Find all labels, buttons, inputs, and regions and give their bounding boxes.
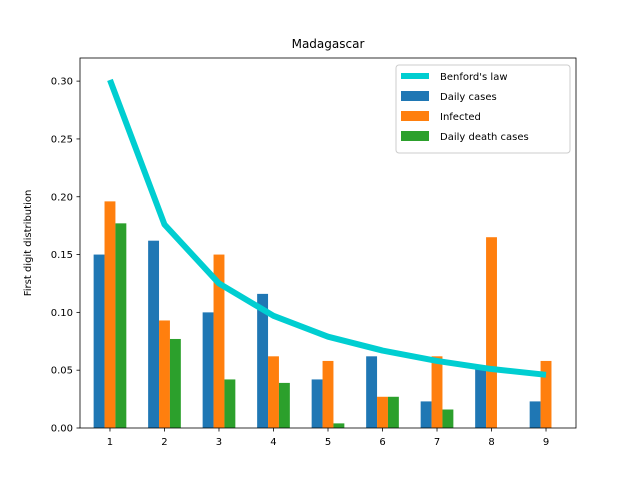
bar-infected-9 [540,360,552,428]
bar-daily-death-cases-1 [115,223,127,428]
x-tick-label-5: 5 [325,437,331,448]
bar-daily-cases-8 [475,365,487,428]
bar-daily-cases-6 [366,356,378,428]
legend-swatch-daily-cases [401,91,429,101]
bar-daily-cases-2 [148,240,160,428]
legend-label-infected: Infected [440,112,481,123]
x-tick-label-9: 9 [543,437,549,448]
x-tick-label-4: 4 [270,437,276,448]
bar-infected-2 [159,320,170,428]
y-tick-label-0.10: 0.10 [51,308,73,319]
legend-label-daily-cases: Daily cases [440,92,497,103]
bar-daily-cases-3 [202,312,214,428]
x-tick-label-1: 1 [107,437,113,448]
bars-group [93,201,552,428]
legend-box [395,64,571,154]
bar-daily-death-cases-4 [278,382,290,428]
x-tick-label-6: 6 [379,437,385,448]
bar-daily-cases-9 [529,401,541,428]
benford-line-group [107,78,547,378]
bar-infected-1 [104,201,116,428]
legend-swatch-infected [401,111,429,121]
bar-daily-death-cases-5 [333,423,345,428]
legend-swatch-daily-death-cases [401,131,429,141]
legend-label-daily-death-cases: Daily death cases [440,132,529,143]
x-tick-label-8: 8 [488,437,494,448]
y-tick-label-0.05: 0.05 [51,366,73,377]
bar-infected-8 [486,237,497,428]
bar-infected-5 [322,360,334,428]
bar-infected-6 [377,396,388,428]
bar-infected-3 [213,254,225,428]
bar-daily-death-cases-3 [224,379,236,428]
y-axis-label: First digit distribution [23,190,34,297]
legend-label-benford-s-law: Benford's law [440,72,508,83]
bar-daily-death-cases-6 [387,396,399,428]
y-tick-label-0.20: 0.20 [51,192,73,203]
chart-title: Madagascar [292,37,365,51]
bar-infected-7 [431,356,443,428]
x-tick-label-3: 3 [216,437,222,448]
bar-infected-4 [268,356,279,428]
y-tick-label-0.15: 0.15 [51,250,73,261]
axes-group: 1 2 3 4 5 6 7 8 9 0.00 0.05 0.10 0.15 0.20 0.25 0.30 [51,57,577,448]
y-tick-label-0.30: 0.30 [51,77,73,88]
x-tick-label-7: 7 [434,437,440,448]
bar-daily-cases-7 [420,401,432,428]
bar-daily-cases-5 [311,379,323,428]
bar-daily-death-cases-7 [442,409,454,428]
bar-daily-cases-1 [93,254,105,428]
legend: Benford's law Daily cases Infected Daily de… [395,64,571,154]
bar-daily-cases-4 [257,293,269,428]
bar-daily-death-cases-2 [169,338,181,428]
y-tick-label-0.00: 0.00 [51,424,73,435]
y-tick-label-0.25: 0.25 [51,134,73,145]
x-tick-label-2: 2 [161,437,167,448]
